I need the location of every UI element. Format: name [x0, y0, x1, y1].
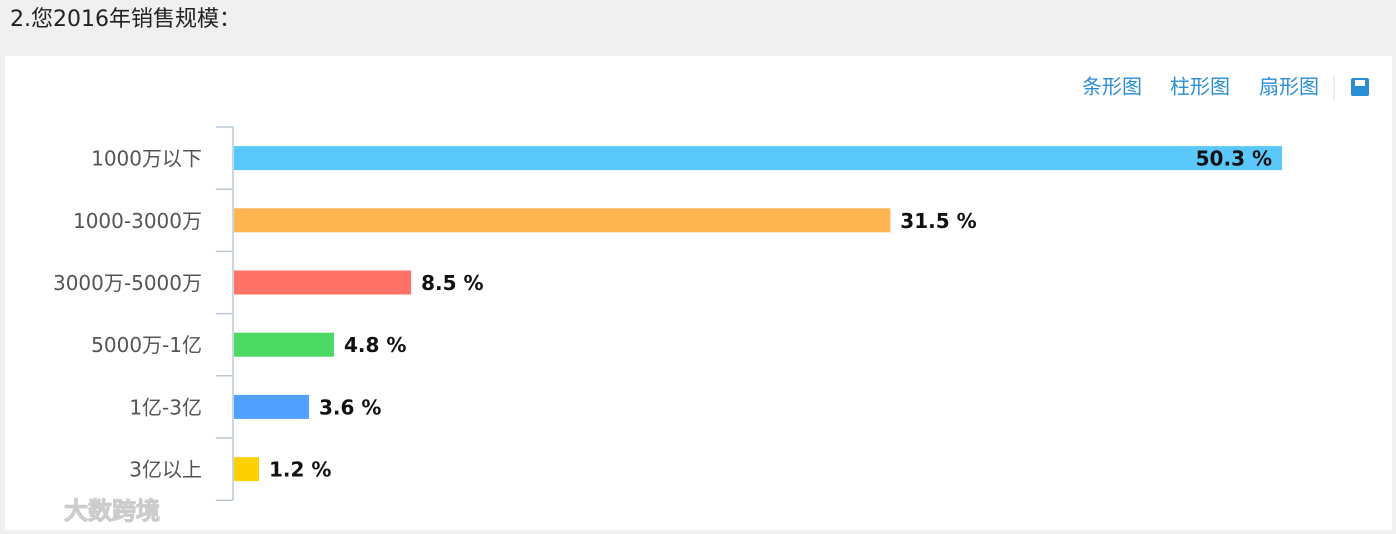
category-label: 1000万以下	[91, 147, 202, 171]
category-label: 1亿-3亿	[129, 395, 202, 419]
page-title: 2.您2016年销售规模：	[10, 7, 241, 32]
bar	[234, 270, 412, 295]
bar	[234, 146, 1282, 171]
column-chart-button[interactable]: 柱形图	[1170, 75, 1230, 99]
value-label: 8.5 %	[421, 271, 483, 295]
category-label: 5000万-1亿	[91, 333, 202, 357]
category-label: 3000万-5000万	[53, 271, 202, 295]
value-label: 50.3 %	[1196, 147, 1272, 171]
bar	[234, 208, 891, 233]
value-label: 4.8 %	[344, 333, 406, 357]
value-label: 31.5 %	[900, 209, 976, 233]
value-label: 1.2 %	[269, 458, 331, 482]
value-label: 3.6 %	[319, 395, 381, 419]
save-icon[interactable]	[1351, 78, 1369, 96]
bar	[234, 332, 335, 357]
bar	[234, 394, 310, 419]
pie-chart-button[interactable]: 扇形图	[1259, 75, 1319, 99]
save-icon-label	[1355, 80, 1365, 86]
watermark: 大数跨境	[64, 497, 160, 525]
bar-chart-button[interactable]: 条形图	[1082, 75, 1142, 99]
panel	[5, 56, 1392, 530]
category-label: 3亿以上	[129, 458, 202, 482]
category-label: 1000-3000万	[73, 209, 202, 233]
bar	[234, 457, 260, 482]
